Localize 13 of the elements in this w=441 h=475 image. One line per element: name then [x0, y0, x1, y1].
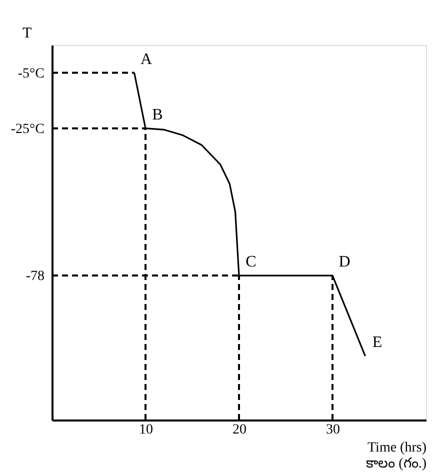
y-tick-label: -78 [26, 269, 44, 284]
annotation: B [152, 106, 163, 124]
x-axis-title: Time (hrs) కాలం (గం.) [366, 440, 427, 472]
x-tick-label: 20 [232, 422, 246, 438]
annotation: E [372, 334, 382, 352]
annotation: A [140, 50, 152, 68]
y-axis-title: T [22, 26, 32, 42]
y-tick-label: -5°C [18, 66, 44, 82]
y-tick-label: -25°C [10, 122, 44, 137]
x-tick-label: 30 [326, 422, 340, 438]
x-tick-label: 10 [139, 422, 153, 438]
annotation: D [338, 254, 350, 271]
annotation: C [246, 254, 256, 271]
